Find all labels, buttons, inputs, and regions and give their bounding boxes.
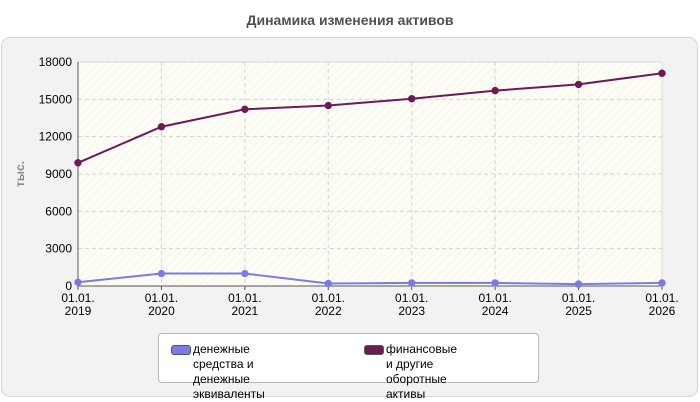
data-point-1 (491, 86, 499, 95)
data-point-0 (491, 279, 499, 287)
legend-label-cash: денежные средства и денежные эквиваленты (193, 342, 265, 401)
y-tick-label: 3000 (45, 242, 72, 256)
x-tick-label: 01.01. 2020 (145, 291, 178, 318)
series-line-0 (77, 272, 663, 286)
legend: денежные средства и денежные эквиваленты… (158, 333, 539, 401)
y-tick-label: 9000 (45, 167, 72, 181)
y-tick-label: 0 (65, 279, 72, 293)
data-point-1 (408, 95, 416, 103)
legend-label-financial-assets: финансовые и другие оборотные активы (386, 342, 457, 401)
y-tick-label: 6000 (45, 204, 72, 218)
series-line-1 (77, 72, 663, 164)
legend-swatch-cash (171, 345, 191, 355)
data-point-1 (324, 101, 332, 110)
x-tick-label: 01.01. 2019 (61, 291, 94, 318)
data-point-1 (241, 105, 249, 113)
chart-title: Динамика изменения активов (246, 12, 454, 28)
x-tick-label: 01.01. 2023 (395, 291, 428, 318)
data-point-1 (74, 159, 82, 167)
data-point-0 (658, 279, 666, 287)
data-point-0 (241, 269, 249, 278)
y-tick-label: 15000 (39, 92, 73, 106)
data-point-1 (157, 123, 166, 131)
data-point-0 (74, 278, 82, 286)
data-point-1 (574, 80, 583, 89)
x-tick-label: 01.01. 2021 (228, 291, 261, 318)
x-tick-label: 01.01. 2024 (478, 291, 511, 318)
data-point-0 (157, 269, 166, 278)
y-tick-label: 18000 (39, 55, 73, 69)
x-tick-label: 01.01. 2025 (562, 291, 595, 318)
x-tick-label: 01.01. 2026 (645, 291, 678, 318)
y-tick-label: 12000 (39, 130, 73, 144)
data-point-0 (408, 279, 416, 287)
x-tick-label: 01.01. 2022 (312, 291, 345, 318)
data-point-1 (658, 69, 666, 77)
legend-swatch-financial-assets (364, 345, 384, 355)
y-axis-label: тыс. (13, 161, 27, 187)
data-point-0 (574, 280, 583, 288)
data-point-0 (324, 279, 332, 288)
